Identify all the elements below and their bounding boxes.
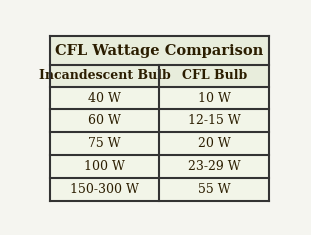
Bar	[50, 110, 269, 132]
Text: 40 W: 40 W	[88, 91, 121, 105]
Text: 100 W: 100 W	[84, 160, 125, 173]
Text: 75 W: 75 W	[88, 137, 121, 150]
Text: 55 W: 55 W	[198, 183, 230, 196]
Text: CFL Wattage Comparison: CFL Wattage Comparison	[55, 44, 263, 58]
Text: 60 W: 60 W	[88, 114, 121, 127]
Text: Incandescent Bulb: Incandescent Bulb	[39, 69, 170, 82]
Text: 10 W: 10 W	[198, 91, 231, 105]
Text: 23-29 W: 23-29 W	[188, 160, 240, 173]
Text: 20 W: 20 W	[198, 137, 230, 150]
Bar	[50, 65, 269, 86]
Text: CFL Bulb: CFL Bulb	[182, 69, 247, 82]
Bar	[50, 155, 269, 178]
Bar	[50, 86, 269, 110]
Bar	[50, 36, 269, 65]
Bar	[50, 132, 269, 155]
Text: 150-300 W: 150-300 W	[70, 183, 139, 196]
Text: 12-15 W: 12-15 W	[188, 114, 241, 127]
Bar	[50, 178, 269, 201]
